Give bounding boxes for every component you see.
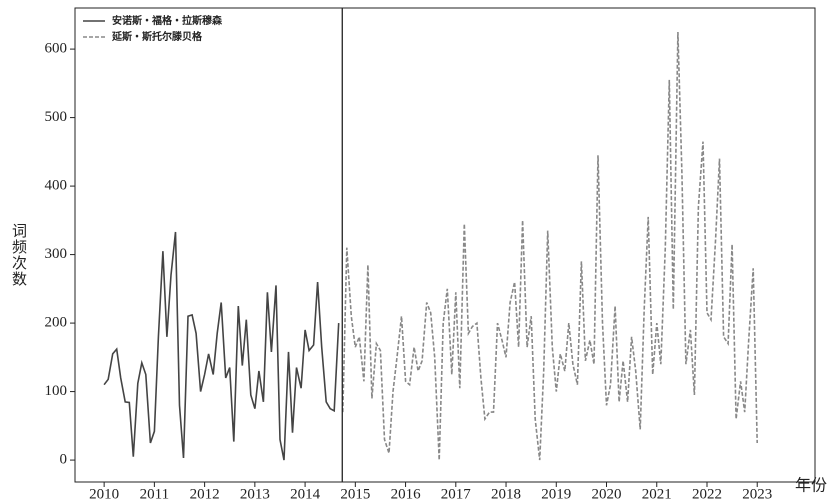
x-axis-label: 年份 <box>795 477 827 495</box>
x-tick-label: 2020 <box>592 486 622 502</box>
y-tick-label: 600 <box>45 41 68 57</box>
y-tick-label: 100 <box>45 383 68 399</box>
x-tick-label: 2022 <box>692 486 722 502</box>
x-tick-label: 2023 <box>742 486 772 502</box>
series-line <box>103 231 340 461</box>
y-tick-label: 200 <box>45 315 68 331</box>
x-tick-label: 2017 <box>441 486 472 502</box>
x-tick-label: 2016 <box>391 486 422 502</box>
legend-label: 安诺斯・福格・拉斯穆森 <box>112 14 223 27</box>
y-axis-label: 词频次数 <box>10 223 27 287</box>
x-tick-label: 2013 <box>240 486 270 502</box>
y-tick-label: 300 <box>45 246 68 262</box>
plot-frame <box>74 7 816 483</box>
x-tick-label: 2015 <box>340 486 370 502</box>
x-tick-label: 2011 <box>140 486 169 502</box>
y-tick-label: 0 <box>60 452 68 468</box>
x-tick-label: 2014 <box>290 486 321 502</box>
x-tick-label: 2010 <box>89 486 119 502</box>
x-tick-label: 2012 <box>190 486 220 502</box>
x-tick-label: 2021 <box>642 486 672 502</box>
x-tick-label: 2019 <box>541 486 571 502</box>
x-tick-label: 2018 <box>491 486 521 502</box>
y-tick-label: 500 <box>45 109 68 125</box>
y-tick-label: 400 <box>45 178 68 194</box>
legend-label: 延斯・斯托尔滕贝格 <box>111 30 203 43</box>
series-line <box>342 31 758 461</box>
